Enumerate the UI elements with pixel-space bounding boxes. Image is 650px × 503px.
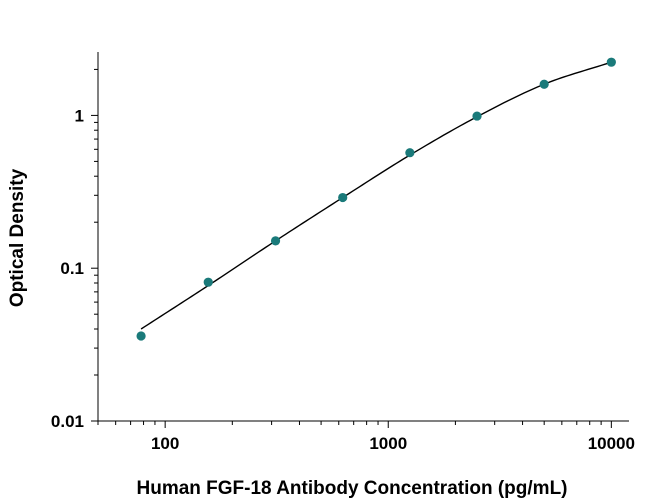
x-tick-label: 1000	[369, 434, 407, 453]
data-point	[270, 236, 281, 246]
x-tick-label: 100	[151, 434, 179, 453]
data-point	[606, 57, 616, 67]
x-axis-title: Human FGF-18 Antibody Concentration (pg/…	[137, 478, 568, 499]
data-point	[136, 331, 146, 341]
y-tick-label: 0.1	[60, 259, 84, 278]
y-axis-title: Optical Density	[7, 168, 28, 307]
data-point	[338, 192, 348, 203]
fit-curve-line	[140, 61, 612, 330]
data-points-layer	[136, 57, 616, 341]
data-point	[539, 79, 549, 89]
y-tick-label: 1	[75, 106, 84, 125]
data-point	[405, 148, 415, 158]
y-axis: 0.01 0.1 1	[51, 52, 99, 431]
fit-curve-layer	[140, 61, 612, 330]
x-tick-label: 10000	[588, 434, 635, 453]
x-axis: 100 1000 10000	[97, 420, 635, 453]
data-point	[203, 277, 213, 287]
data-point	[472, 111, 482, 121]
y-tick-label: 0.01	[51, 412, 84, 431]
